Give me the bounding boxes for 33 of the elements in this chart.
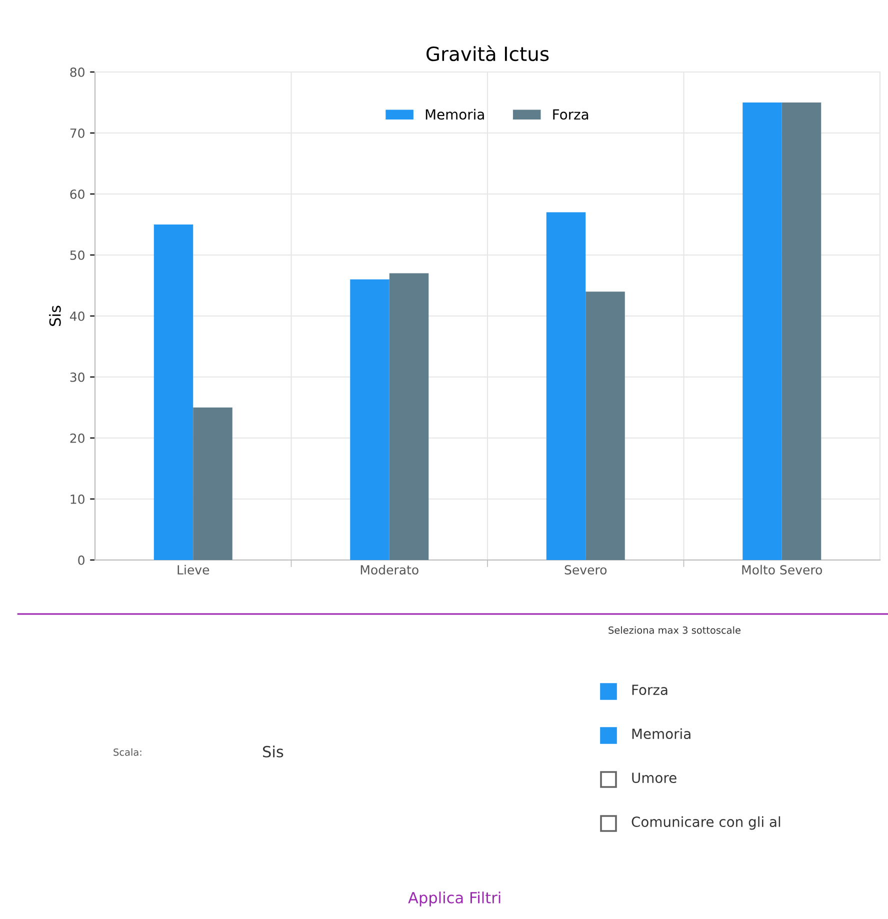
x-tick-label: Molto Severo	[742, 564, 822, 575]
bar	[742, 102, 782, 560]
bar	[193, 408, 232, 560]
y-tick-label: 30	[70, 372, 84, 382]
y-tick-label: 40	[70, 311, 84, 321]
bar	[154, 224, 194, 560]
y-tick-label: 80	[70, 67, 84, 77]
x-tick-label: Severo	[564, 565, 607, 575]
text: Forza	[632, 684, 668, 696]
bar	[389, 273, 429, 560]
text: Seleziona max 3 sottoscale	[608, 626, 740, 634]
bar	[782, 102, 822, 560]
text: Scala:	[114, 748, 142, 756]
bar	[350, 279, 390, 560]
y-tick-label: 0	[78, 555, 84, 565]
bar	[546, 212, 586, 560]
text: Sis	[263, 746, 284, 758]
text: Memoria	[632, 728, 690, 740]
y-tick-label: 10	[70, 494, 84, 504]
y-tick-label: 20	[70, 433, 84, 443]
legend-label: Forza	[553, 109, 588, 120]
text: Comunicare con gli al	[632, 816, 780, 830]
text: Applica Filtri	[408, 892, 500, 906]
chart-title: Gravità Ictus	[426, 45, 549, 62]
y-tick-label: 50	[70, 250, 84, 260]
y-axis-title: Sis	[49, 306, 61, 326]
bar	[586, 292, 625, 560]
y-tick-label: 70	[70, 128, 84, 138]
legend-label: Memoria	[426, 108, 484, 120]
text: Umore	[632, 772, 676, 784]
x-tick-label: Lieve	[178, 564, 210, 575]
x-tick-label: Moderato	[360, 564, 418, 575]
y-tick-label: 60	[70, 189, 84, 199]
